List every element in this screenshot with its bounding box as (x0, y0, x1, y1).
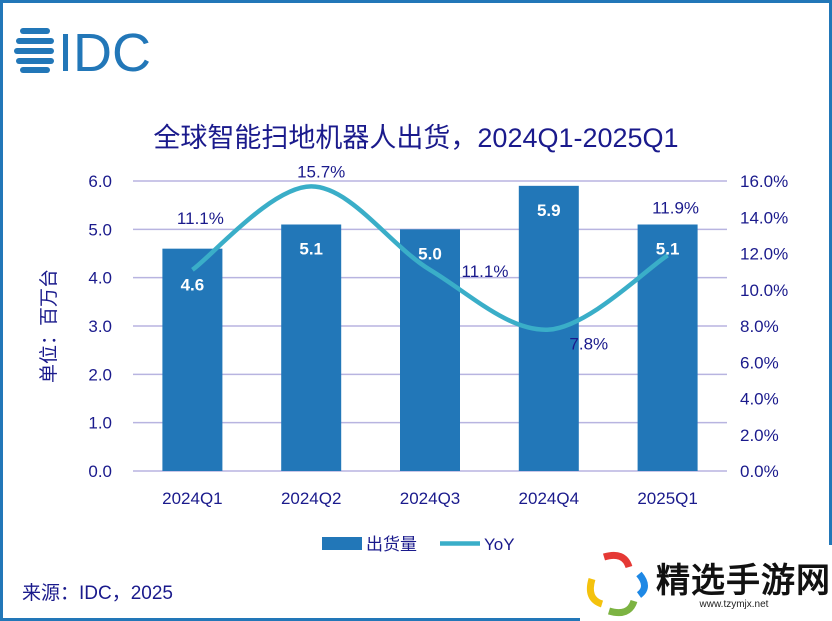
x-tick-label: 2024Q3 (400, 489, 461, 508)
watermark-url: www.tzymjx.net (699, 599, 769, 610)
bar-value-label: 5.1 (299, 240, 323, 259)
legend-swatch-bar (322, 537, 362, 550)
y-tick-label: 2.0 (88, 365, 112, 384)
legend-label: 出货量 (366, 535, 417, 554)
y2-tick-label: 10.0% (740, 281, 788, 300)
watermark-text: 精选手游网 (656, 561, 831, 601)
idc-logo: IDC (14, 26, 151, 74)
y2-tick-label: 12.0% (740, 245, 788, 264)
yoy-value-label: 11.1% (462, 262, 509, 281)
bar-value-label: 4.6 (181, 276, 205, 295)
y-tick-label: 5.0 (88, 220, 112, 239)
yoy-value-label: 11.9% (652, 198, 699, 217)
bar (400, 229, 460, 471)
legend-label: YoY (484, 535, 515, 554)
x-tick-label: 2024Q2 (281, 489, 342, 508)
x-tick-label: 2024Q1 (162, 489, 223, 508)
y-tick-label: 6.0 (88, 172, 112, 191)
y-axis-label: 单位：百万台 (38, 269, 60, 383)
y2-tick-label: 16.0% (740, 172, 788, 191)
y2-tick-label: 0.0% (740, 462, 779, 481)
y2-tick-label: 2.0% (740, 426, 779, 445)
bar-value-label: 5.9 (537, 201, 561, 220)
watermark: 精选手游网 www.tzymjx.net (580, 545, 832, 621)
bar (281, 224, 342, 471)
yoy-line (191, 184, 669, 332)
y-tick-label: 4.0 (88, 269, 112, 288)
bar (162, 248, 223, 471)
bar-value-label: 5.0 (418, 244, 442, 263)
watermark-logo-icon (586, 551, 648, 617)
y2-tick-label: 6.0% (740, 353, 779, 372)
x-tick-label: 2025Q1 (637, 489, 698, 508)
chart-title: 全球智能扫地机器人出货，2024Q1-2025Q1 (153, 123, 679, 153)
svg-text:IDC: IDC (58, 26, 151, 74)
bar-value-label: 5.1 (656, 240, 680, 259)
y-tick-label: 0.0 (88, 462, 112, 481)
y2-tick-label: 14.0% (740, 208, 788, 227)
source-note: 来源：IDC，2025 (22, 583, 173, 604)
y2-tick-label: 4.0% (740, 390, 779, 409)
yoy-value-label: 15.7% (297, 162, 345, 181)
bar (637, 224, 698, 471)
y-tick-label: 3.0 (88, 317, 112, 336)
x-tick-label: 2024Q4 (519, 489, 580, 508)
yoy-value-label: 11.1% (177, 209, 224, 228)
y-tick-label: 1.0 (88, 414, 112, 433)
yoy-value-label: 7.8% (569, 335, 608, 354)
y2-tick-label: 8.0% (740, 317, 779, 336)
